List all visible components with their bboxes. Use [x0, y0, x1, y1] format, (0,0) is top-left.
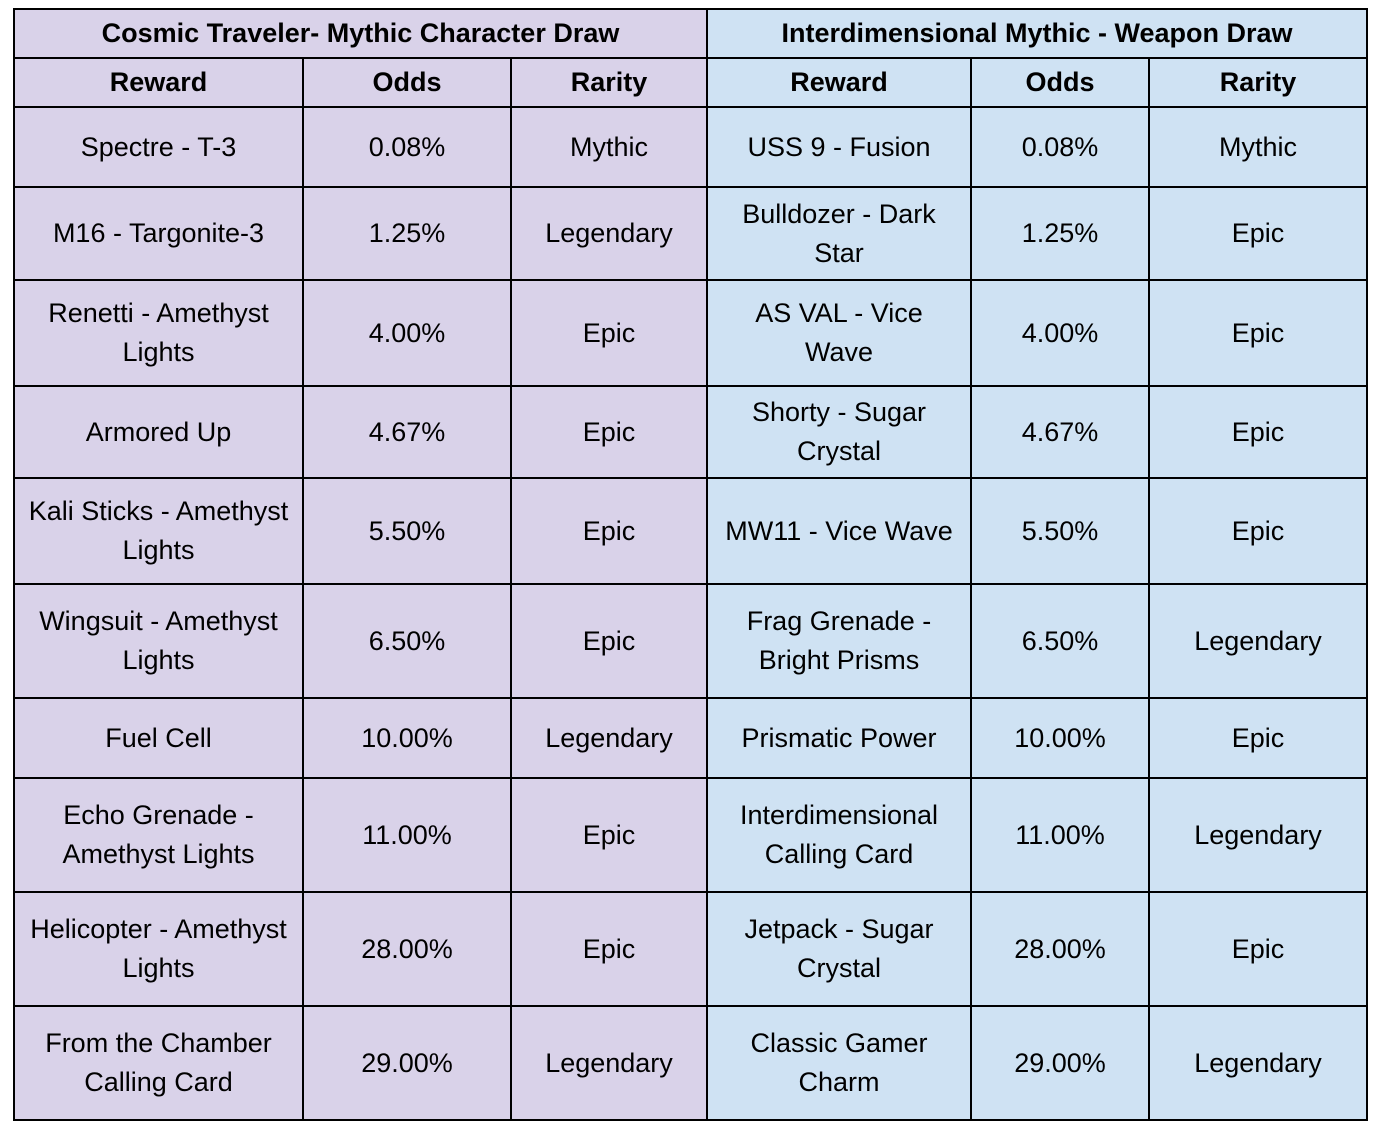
table-row: Fuel Cell 10.00% Legendary Prismatic Pow… — [13, 697, 1369, 779]
right-reward-cell: Shorty - Sugar Crystal — [706, 385, 972, 479]
right-reward-cell: Interdimensional Calling Card — [706, 777, 972, 893]
right-odds-cell: 1.25% — [970, 186, 1150, 281]
right-reward-cell: Bulldozer - Dark Star — [706, 186, 972, 281]
table-row: Echo Grenade - Amethyst Lights 11.00% Ep… — [13, 777, 1369, 893]
left-odds-cell: 6.50% — [302, 583, 512, 699]
left-reward-cell: M16 - Targonite-3 — [13, 186, 304, 281]
title-row: Cosmic Traveler- Mythic Character Draw I… — [13, 8, 1369, 59]
left-rarity-cell: Epic — [510, 583, 708, 699]
right-reward-cell: AS VAL - Vice Wave — [706, 279, 972, 387]
right-rarity-cell: Legendary — [1147, 1005, 1369, 1121]
draw-odds-table: Cosmic Traveler- Mythic Character Draw I… — [13, 8, 1369, 1121]
table-row: Spectre - T-3 0.08% Mythic USS 9 - Fusio… — [13, 106, 1369, 188]
table-row: From the Chamber Calling Card 29.00% Leg… — [13, 1005, 1369, 1121]
right-rarity-cell: Legendary — [1147, 583, 1369, 699]
left-rarity-cell: Mythic — [510, 106, 708, 188]
left-header-reward: Reward — [13, 57, 304, 108]
right-rarity-cell: Epic — [1147, 697, 1369, 779]
left-reward-cell: Spectre - T-3 — [13, 106, 304, 188]
left-odds-cell: 29.00% — [302, 1005, 512, 1121]
left-odds-cell: 1.25% — [302, 186, 512, 281]
right-rarity-cell: Epic — [1147, 279, 1369, 387]
header-row: Reward Odds Rarity Reward Odds Rarity — [13, 57, 1369, 108]
right-odds-cell: 29.00% — [970, 1005, 1150, 1121]
left-odds-cell: 0.08% — [302, 106, 512, 188]
right-reward-cell: Classic Gamer Charm — [706, 1005, 972, 1121]
left-rarity-cell: Epic — [510, 385, 708, 479]
left-rarity-cell: Legendary — [510, 186, 708, 281]
left-rarity-cell: Legendary — [510, 1005, 708, 1121]
left-reward-cell: Kali Sticks - Amethyst Lights — [13, 477, 304, 585]
right-odds-cell: 11.00% — [970, 777, 1150, 893]
right-rarity-cell: Epic — [1147, 891, 1369, 1007]
right-odds-cell: 6.50% — [970, 583, 1150, 699]
right-header-rarity: Rarity — [1147, 57, 1369, 108]
right-rarity-cell: Epic — [1147, 385, 1369, 479]
right-odds-cell: 4.67% — [970, 385, 1150, 479]
left-reward-cell: Helicopter - Amethyst Lights — [13, 891, 304, 1007]
right-reward-cell: Jetpack - Sugar Crystal — [706, 891, 972, 1007]
left-reward-cell: Renetti - Amethyst Lights — [13, 279, 304, 387]
right-odds-cell: 10.00% — [970, 697, 1150, 779]
left-reward-cell: Echo Grenade - Amethyst Lights — [13, 777, 304, 893]
table-row: Wingsuit - Amethyst Lights 6.50% Epic Fr… — [13, 583, 1369, 699]
right-reward-cell: USS 9 - Fusion — [706, 106, 972, 188]
left-reward-cell: Armored Up — [13, 385, 304, 479]
right-rarity-cell: Mythic — [1147, 106, 1369, 188]
left-odds-cell: 4.00% — [302, 279, 512, 387]
right-odds-cell: 5.50% — [970, 477, 1150, 585]
left-odds-cell: 4.67% — [302, 385, 512, 479]
right-header-odds: Odds — [970, 57, 1150, 108]
left-rarity-cell: Epic — [510, 279, 708, 387]
right-odds-cell: 4.00% — [970, 279, 1150, 387]
left-odds-cell: 28.00% — [302, 891, 512, 1007]
right-odds-cell: 0.08% — [970, 106, 1150, 188]
right-header-reward: Reward — [706, 57, 972, 108]
left-reward-cell: Wingsuit - Amethyst Lights — [13, 583, 304, 699]
left-reward-cell: Fuel Cell — [13, 697, 304, 779]
left-odds-cell: 10.00% — [302, 697, 512, 779]
right-reward-cell: MW11 - Vice Wave — [706, 477, 972, 585]
left-reward-cell: From the Chamber Calling Card — [13, 1005, 304, 1121]
character-draw-title: Cosmic Traveler- Mythic Character Draw — [13, 8, 708, 59]
left-rarity-cell: Epic — [510, 891, 708, 1007]
left-rarity-cell: Epic — [510, 477, 708, 585]
right-reward-cell: Frag Grenade - Bright Prisms — [706, 583, 972, 699]
left-header-rarity: Rarity — [510, 57, 708, 108]
right-odds-cell: 28.00% — [970, 891, 1150, 1007]
table-row: Renetti - Amethyst Lights 4.00% Epic AS … — [13, 279, 1369, 387]
right-rarity-cell: Epic — [1147, 186, 1369, 281]
left-odds-cell: 11.00% — [302, 777, 512, 893]
table-row: Armored Up 4.67% Epic Shorty - Sugar Cry… — [13, 385, 1369, 479]
right-reward-cell: Prismatic Power — [706, 697, 972, 779]
left-header-odds: Odds — [302, 57, 512, 108]
right-rarity-cell: Legendary — [1147, 777, 1369, 893]
right-rarity-cell: Epic — [1147, 477, 1369, 585]
table-row: M16 - Targonite-3 1.25% Legendary Bulldo… — [13, 186, 1369, 281]
table-row: Kali Sticks - Amethyst Lights 5.50% Epic… — [13, 477, 1369, 585]
weapon-draw-title: Interdimensional Mythic - Weapon Draw — [705, 8, 1369, 59]
left-odds-cell: 5.50% — [302, 477, 512, 585]
left-rarity-cell: Epic — [510, 777, 708, 893]
left-rarity-cell: Legendary — [510, 697, 708, 779]
table-row: Helicopter - Amethyst Lights 28.00% Epic… — [13, 891, 1369, 1007]
